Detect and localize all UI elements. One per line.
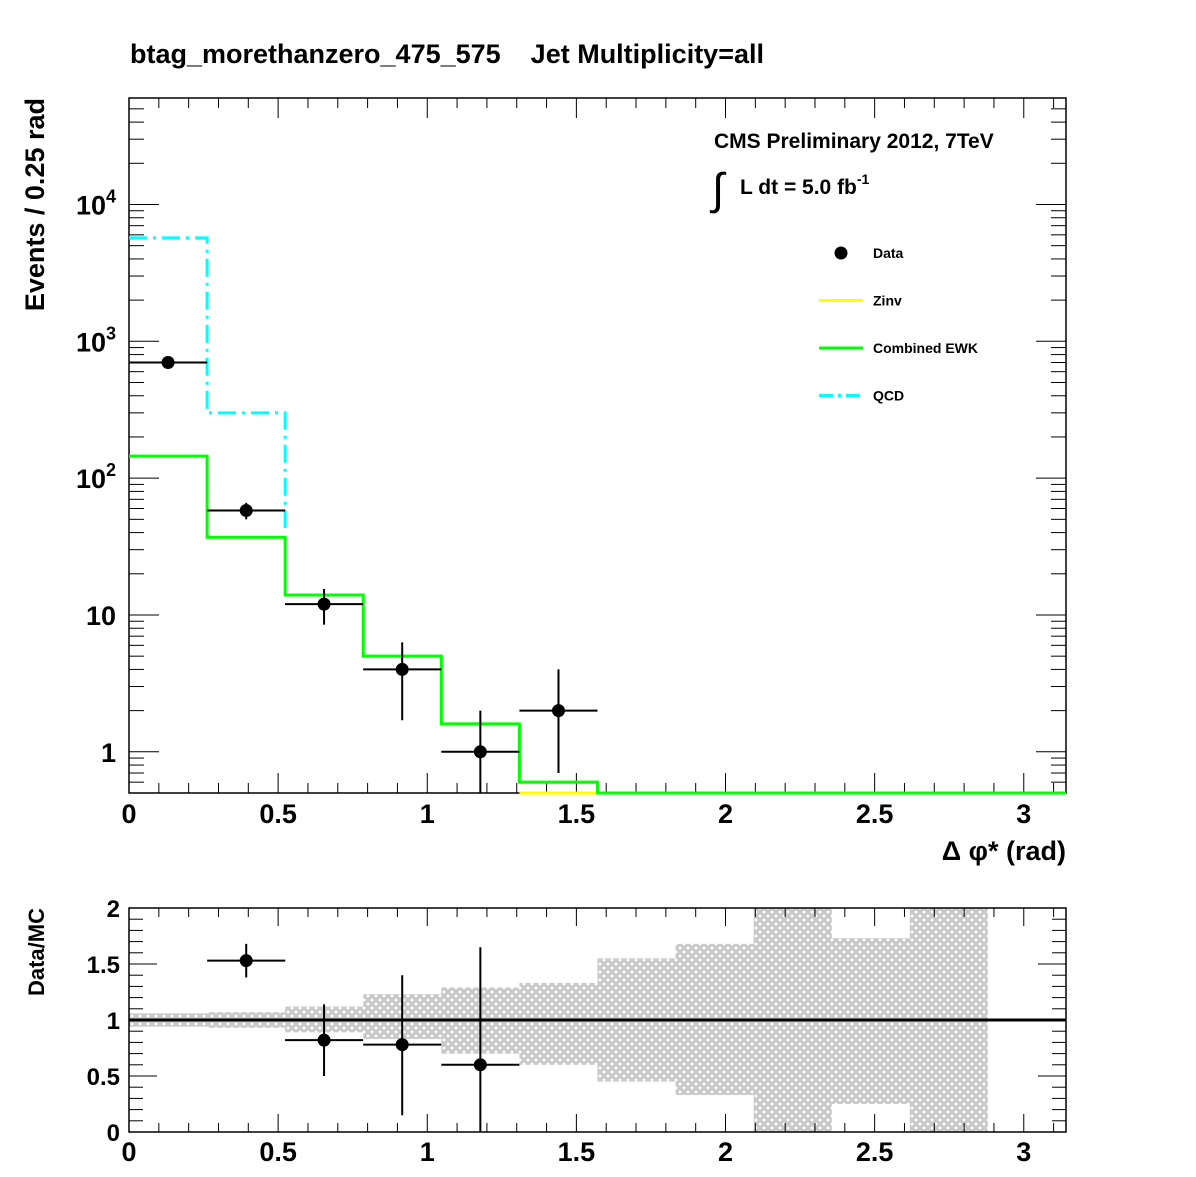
- x-axis-label: Δ φ* (rad): [942, 836, 1066, 866]
- ratio-y-tick-labels: 0 0.5 1 1.5 2: [87, 896, 120, 1147]
- legend-label: QCD: [873, 388, 904, 404]
- data-point: [207, 502, 286, 520]
- ratio-y-tick-label: 0: [107, 1120, 120, 1147]
- x-axis-label-group: Δ φ* (rad): [942, 836, 1066, 866]
- data-point-marker: [395, 662, 409, 676]
- cms-preliminary-label: CMS Preliminary 2012, 7TeV: [714, 130, 994, 153]
- data-point-marker: [161, 356, 175, 370]
- ratio-y-tick-label: 1: [107, 1008, 120, 1035]
- legend-entry: QCD: [819, 388, 904, 404]
- y-tick-label-base: 10: [76, 327, 106, 357]
- y-tick-label: 102: [76, 460, 116, 494]
- legend-entry: Combined EWK: [819, 340, 978, 356]
- uncertainty-band-bin: [519, 983, 598, 1065]
- ratio-y-tick-label: 2: [107, 896, 120, 923]
- ratio-x-tick-label: 0.5: [259, 1137, 297, 1167]
- data-point: [285, 588, 364, 625]
- y-tick-label-base: 10: [86, 601, 116, 631]
- chart-title: btag_morethanzero_475_575 Jet Multiplici…: [130, 39, 764, 69]
- y-tick-label-exponent: 2: [106, 460, 116, 480]
- ratio-point-marker: [317, 1033, 331, 1047]
- ratio-point: [207, 943, 286, 978]
- ratio-x-tick-label: 3: [1016, 1137, 1031, 1167]
- ratio-x-tick-label: 2.5: [856, 1137, 894, 1167]
- y-tick-label-exponent: 4: [106, 186, 116, 206]
- legend-marker: [834, 246, 848, 260]
- data-point: [363, 642, 442, 721]
- ratio-x-tick-label: 1: [420, 1137, 435, 1167]
- data-point: [519, 669, 598, 774]
- main-x-tick-label: 0.5: [259, 799, 297, 829]
- lumi-integral-sign: ∫: [709, 165, 727, 214]
- series-layer: [129, 236, 1066, 795]
- legend-entry: Zinv: [819, 293, 902, 309]
- main-x-tick-label: 3: [1016, 799, 1031, 829]
- lumi-exponent: -1: [857, 171, 870, 187]
- legend: Data Zinv Combined EWK QCD: [819, 245, 978, 404]
- main-x-tick-labels: 0 0.5 1 1.5 2 2.5 3: [121, 799, 1031, 829]
- ratio-x-tick-labels: 0 0.5 1 1.5 2 2.5 3: [121, 1137, 1031, 1167]
- ratio-y-tick-label: 1.5: [87, 952, 120, 979]
- ratio-x-tick-label: 1.5: [558, 1137, 596, 1167]
- legend-label: Combined EWK: [873, 340, 978, 356]
- data-point-marker: [317, 597, 331, 611]
- data-point-marker: [473, 745, 487, 759]
- y-tick-label-base: 10: [76, 190, 106, 220]
- y-tick-label: 1: [101, 738, 116, 768]
- ratio-point-marker: [395, 1038, 409, 1052]
- y-tick-label-base: 10: [76, 464, 106, 494]
- data-point-marker: [239, 504, 253, 518]
- legend-entry: Data: [834, 245, 904, 261]
- main-x-tick-label: 1: [420, 799, 435, 829]
- ratio-y-tick-label: 0.5: [87, 1064, 120, 1091]
- y-tick-label-exponent: 3: [106, 323, 116, 343]
- ratio-axis-ticks: [128, 907, 1066, 1133]
- legend-label: Data: [873, 245, 904, 261]
- lumi-label: L dt = 5.0 fb-1: [740, 171, 870, 199]
- y-tick-label: 104: [76, 186, 116, 220]
- data-point: [441, 710, 520, 793]
- ratio-point: [363, 975, 442, 1116]
- ratio-point: [285, 1004, 364, 1076]
- main-x-tick-label: 2.5: [856, 799, 894, 829]
- lumi-text: L dt = 5.0 fb: [740, 176, 857, 199]
- ratio-point-marker: [239, 954, 253, 968]
- main-x-tick-label: 1.5: [558, 799, 596, 829]
- data-point-marker: [551, 704, 565, 718]
- main-axis-ticks: [128, 97, 1066, 794]
- data-point: [129, 356, 208, 370]
- series-qcd-line: [129, 236, 287, 528]
- ratio-x-tick-label: 2: [718, 1137, 733, 1167]
- y-tick-label-base: 1: [101, 738, 116, 768]
- ratio-x-tick-label: 0: [121, 1137, 136, 1167]
- y-axis-label: Events / 0.25 rad: [20, 98, 50, 311]
- ratio-point-marker: [473, 1058, 487, 1072]
- ratio-points-layer: [129, 943, 1066, 1132]
- ratio-y-axis-label: Data/MC: [24, 908, 49, 996]
- y-tick-label: 103: [76, 323, 116, 357]
- legend-label: Zinv: [873, 293, 902, 309]
- main-x-tick-label: 0: [121, 799, 136, 829]
- y-tick-label: 10: [86, 601, 116, 631]
- ratio-point: [441, 947, 520, 1132]
- main-x-tick-label: 2: [718, 799, 733, 829]
